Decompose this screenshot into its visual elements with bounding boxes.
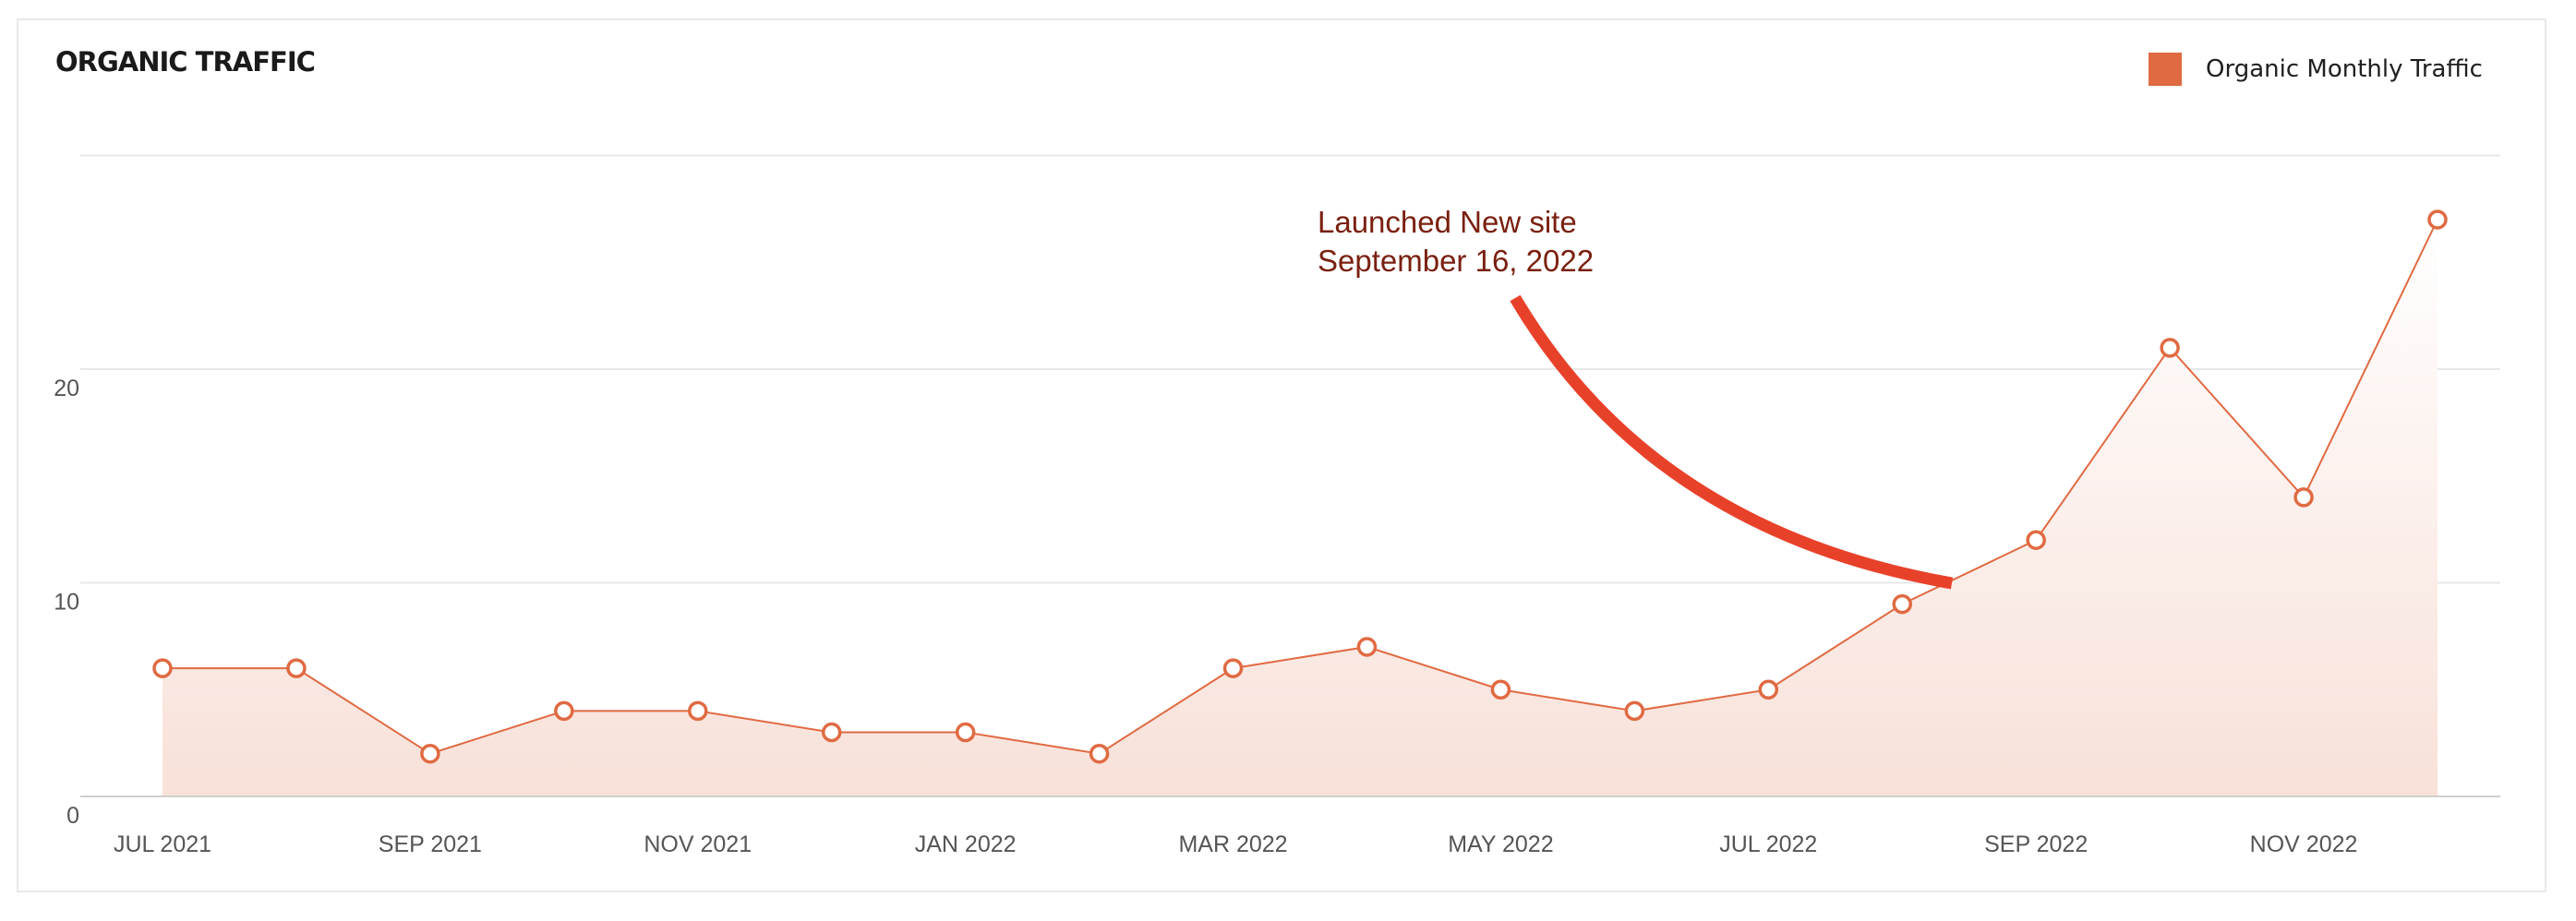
annotation-text-line1: Launched New site xyxy=(1318,205,1577,239)
data-point[interactable] xyxy=(1758,679,1779,700)
data-point[interactable] xyxy=(152,658,173,678)
legend-item-organic-monthly-traffic[interactable]: Organic Monthly Traffic xyxy=(2149,53,2483,86)
data-point[interactable] xyxy=(821,722,842,743)
annotation-arrow xyxy=(1510,294,1954,590)
area-fill xyxy=(163,219,2438,796)
y-tick-label: 0 xyxy=(66,803,79,829)
data-point[interactable] xyxy=(1490,679,1511,700)
data-point[interactable] xyxy=(1624,700,1645,722)
x-tick-label: MAR 2022 xyxy=(1178,831,1287,857)
data-point[interactable] xyxy=(688,700,708,722)
data-point[interactable] xyxy=(554,700,574,722)
x-tick-label: SEP 2021 xyxy=(379,831,482,857)
data-point[interactable] xyxy=(286,658,307,678)
data-point[interactable] xyxy=(2026,530,2046,550)
x-tick-label: JUL 2022 xyxy=(1719,831,1817,857)
data-point[interactable] xyxy=(2427,209,2448,230)
data-point[interactable] xyxy=(1222,658,1244,678)
data-point[interactable] xyxy=(955,722,976,743)
legend-label: Organic Monthly Traffic xyxy=(2206,55,2483,83)
x-tick-label: JAN 2022 xyxy=(915,831,1017,857)
x-axis: JUL 2021 SEP 2021 NOV 2021 JAN 2022 MAR 2022… xyxy=(114,831,2357,857)
x-tick-label: NOV 2021 xyxy=(644,831,752,857)
legend-swatch-icon xyxy=(2149,53,2182,86)
x-tick-label: SEP 2022 xyxy=(1984,831,2088,857)
x-tick-label: NOV 2022 xyxy=(2250,831,2358,857)
x-tick-label: MAY 2022 xyxy=(1448,831,1553,857)
data-point[interactable] xyxy=(2160,338,2180,358)
data-point[interactable] xyxy=(420,743,440,764)
data-point[interactable] xyxy=(1356,637,1378,657)
data-point[interactable] xyxy=(2293,487,2314,508)
y-tick-label: 20 xyxy=(54,376,79,401)
data-point[interactable] xyxy=(1892,593,1912,615)
annotation-text-line2: September 16, 2022 xyxy=(1318,244,1594,278)
y-tick-label: 10 xyxy=(54,590,79,616)
data-points xyxy=(152,209,2448,764)
y-axis: 0 10 20 xyxy=(54,376,79,829)
data-point[interactable] xyxy=(1089,743,1110,764)
series-line xyxy=(163,219,2438,755)
x-tick-label: JUL 2021 xyxy=(114,831,211,857)
chart-title: ORGANIC TRAFFIC xyxy=(55,46,316,78)
